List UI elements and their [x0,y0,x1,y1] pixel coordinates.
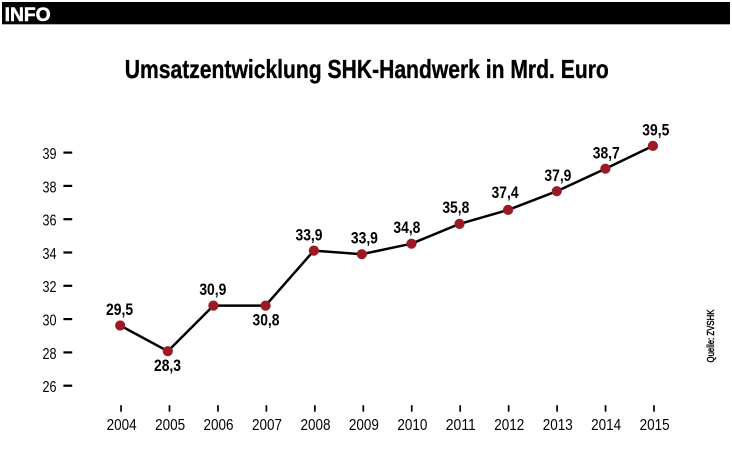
svg-text:Quelle: ZVSHK: Quelle: ZVSHK [705,310,717,363]
svg-text:2007: 2007 [252,417,282,434]
svg-text:39,5: 39,5 [642,121,669,139]
svg-text:38,7: 38,7 [593,144,620,162]
svg-text:2015: 2015 [640,417,670,434]
svg-text:2009: 2009 [349,417,379,434]
svg-text:35,8: 35,8 [442,199,469,217]
svg-text:34: 34 [43,246,57,263]
svg-text:37,4: 37,4 [492,184,519,202]
svg-text:29,5: 29,5 [106,301,133,319]
svg-text:28: 28 [43,346,57,363]
svg-text:2005: 2005 [155,417,185,434]
svg-text:30,8: 30,8 [253,312,280,330]
svg-text:2004: 2004 [107,417,137,434]
svg-text:2013: 2013 [543,417,573,434]
svg-text:INFO: INFO [5,4,51,26]
svg-text:33,9: 33,9 [351,230,378,248]
svg-text:2010: 2010 [397,417,427,434]
svg-text:2011: 2011 [446,417,476,434]
svg-text:36: 36 [43,213,57,230]
svg-text:30,9: 30,9 [199,281,226,299]
svg-text:30: 30 [43,313,57,330]
svg-text:33,9: 33,9 [296,226,323,244]
svg-text:2014: 2014 [591,417,621,434]
svg-text:2006: 2006 [204,417,234,434]
svg-text:37,9: 37,9 [544,167,571,185]
svg-text:Umsatzentwicklung SHK-Handwerk: Umsatzentwicklung SHK-Handwerk in Mrd. E… [125,54,609,84]
svg-text:26: 26 [43,379,57,396]
svg-text:2012: 2012 [494,417,524,434]
svg-text:32: 32 [43,279,57,296]
svg-text:38: 38 [43,179,57,196]
svg-text:34,8: 34,8 [393,219,420,237]
svg-text:2008: 2008 [300,417,330,434]
svg-text:28,3: 28,3 [154,357,181,375]
svg-text:39: 39 [43,146,57,163]
